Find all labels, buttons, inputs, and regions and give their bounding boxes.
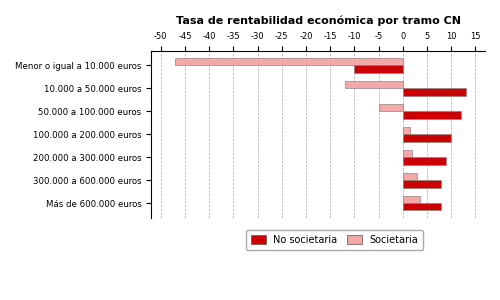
Bar [402,88,466,96]
Bar [378,104,402,111]
Bar [402,157,446,165]
Bar [402,203,442,211]
Bar [176,58,402,65]
Bar [354,65,403,73]
Title: Tasa de rentabilidad económica por tramo CN: Tasa de rentabilidad económica por tramo… [176,15,461,26]
Legend: No societaria, Societaria: No societaria, Societaria [246,230,424,250]
Bar [344,81,403,88]
Bar [402,180,442,188]
Bar [402,111,461,119]
Bar [402,127,410,134]
Bar [402,173,417,180]
Bar [402,150,412,157]
Bar [402,134,451,142]
Bar [402,196,419,203]
